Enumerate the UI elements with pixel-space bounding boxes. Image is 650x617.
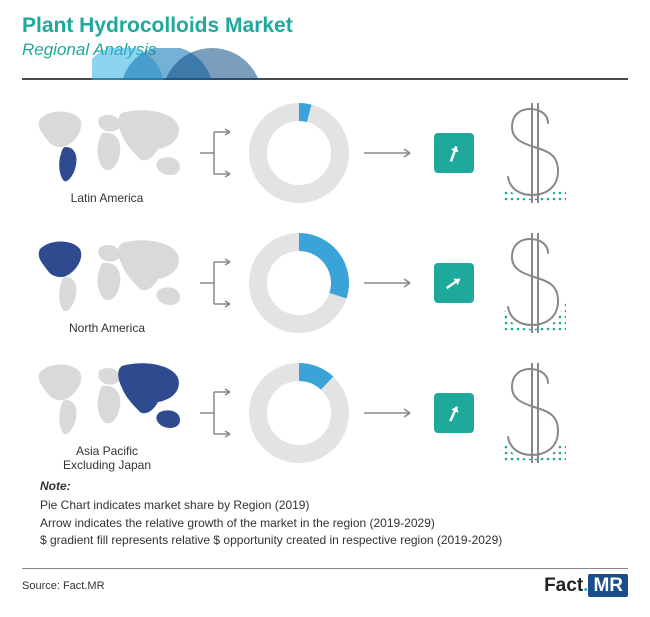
dollar-icon [500,103,570,203]
arrow-icon [440,269,468,297]
rows-container: Latin America North America [0,80,650,478]
footer: Source: Fact.MR Fact.MR [0,569,650,597]
map-cell: Asia PacificExcluding Japan [22,354,192,473]
header-underline [22,78,628,80]
growth-arrow-box [434,393,474,433]
logo-mr: MR [588,574,628,597]
growth-arrow-box [434,263,474,303]
connector-line [362,403,418,423]
dollar-cell [490,363,580,463]
logo-fact: Fact [544,575,583,596]
arrow-cell [426,263,482,303]
arrow-cell [426,393,482,433]
connector-bracket [200,248,236,318]
page-title: Plant Hydrocolloids Market [22,14,628,38]
dollar-icon [500,233,570,333]
mid-connector-cell [362,403,418,423]
connector-cell [200,248,236,318]
arrow-icon [440,399,468,427]
region-row: North America [22,218,628,348]
arrow-cell [426,133,482,173]
dollar-cell [490,233,580,333]
donut-cell [244,98,354,208]
arrow-icon [440,139,468,167]
donut-cell [244,358,354,468]
donut-cell [244,228,354,338]
growth-arrow-box [434,133,474,173]
world-map-icon [22,354,192,442]
region-row: Asia PacificExcluding Japan [22,348,628,478]
note-line: $ gradient fill represents relative $ op… [40,532,610,549]
note-line: Pie Chart indicates market share by Regi… [40,497,610,514]
dollar-icon [500,363,570,463]
map-cell: Latin America [22,101,192,205]
note-heading: Note: [40,478,610,495]
world-map-icon [22,231,192,319]
connector-line [362,143,418,163]
connector-line [362,273,418,293]
dollar-cell [490,103,580,203]
donut-chart [244,98,354,208]
connector-cell [200,118,236,188]
logo: Fact.MR [544,575,628,597]
connector-bracket [200,118,236,188]
connector-bracket [200,378,236,448]
donut-chart [244,228,354,338]
region-label: Asia PacificExcluding Japan [63,444,151,473]
mid-connector-cell [362,273,418,293]
donut-chart [244,358,354,468]
region-label: Latin America [71,191,144,205]
region-label: North America [69,321,145,335]
header-swoosh [92,48,272,108]
map-cell: North America [22,231,192,335]
note-line: Arrow indicates the relative growth of t… [40,515,610,532]
world-map-icon [22,101,192,189]
source-text: Source: Fact.MR [22,580,105,592]
note-section: Note: Pie Chart indicates market share b… [0,478,650,550]
mid-connector-cell [362,143,418,163]
connector-cell [200,378,236,448]
